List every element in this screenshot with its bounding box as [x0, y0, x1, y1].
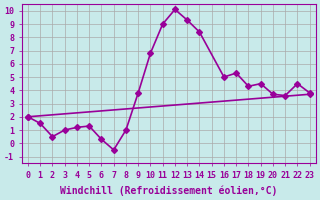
X-axis label: Windchill (Refroidissement éolien,°C): Windchill (Refroidissement éolien,°C)	[60, 185, 277, 196]
